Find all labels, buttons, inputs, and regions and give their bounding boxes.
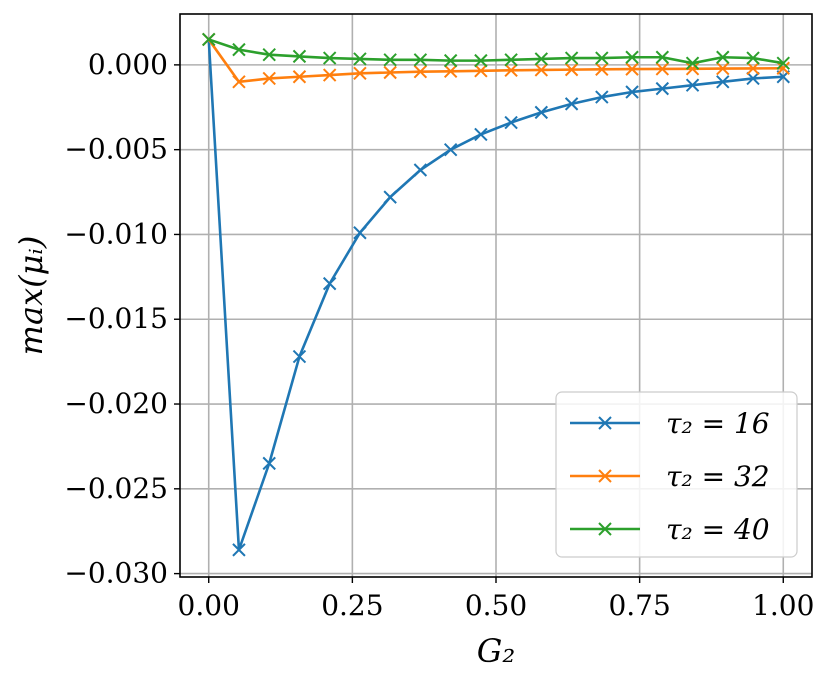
data-point-marker [383,65,397,80]
data-point-marker [625,85,639,99]
data-point-marker [292,349,307,364]
x-tick-label: 0.00 [178,589,240,622]
legend-box [555,391,798,558]
data-point-marker [564,97,579,111]
data-point-marker [322,68,337,82]
legend-items: τ₂ = 16 τ₂ = 32 τ₂ = 40 [570,407,770,546]
y-axis-label: max(μᵢ) [12,236,50,356]
data-point-marker [776,56,790,70]
data-point-marker [655,50,670,64]
legend-entry: τ₂ = 40 [570,513,770,546]
data-point-marker [383,53,397,67]
legend-label: τ₂ = 32 [666,460,770,493]
series-3 [202,32,790,70]
data-point-marker [685,78,700,92]
data-point-marker [655,62,670,76]
y-tick-label: 0.000 [88,48,168,81]
data-point-marker [443,53,458,68]
data-point-marker [322,51,337,65]
y-tick-label: −0.030 [64,557,168,590]
data-point-marker [413,163,428,177]
data-point-marker [443,142,458,157]
data-point-marker [534,105,549,120]
legend-label: τ₂ = 16 [666,407,770,440]
data-point-marker [564,62,579,77]
data-point-marker [443,64,458,79]
data-point-marker [474,53,488,68]
y-tick-label: −0.010 [64,217,168,250]
data-point-marker [413,64,428,79]
data-point-marker [232,543,246,557]
series-line [207,39,784,552]
series-line [208,38,784,65]
data-point-marker [595,62,609,76]
y-tick-label: −0.020 [64,387,168,420]
data-point-marker [716,61,730,76]
data-point-marker [746,71,760,86]
data-point-marker [262,47,276,62]
legend-marker [598,416,612,430]
data-point-marker [534,63,549,77]
x-tick-label: 1.00 [752,589,814,622]
data-point-marker [474,127,488,142]
data-point-marker [262,456,276,471]
x-axis-label: G₂ [477,632,515,670]
data-point-marker [262,71,276,86]
data-point-marker [655,81,670,96]
legend-marker [598,522,612,536]
data-point-marker [232,75,246,89]
data-point-marker [625,62,639,76]
data-point-marker [685,56,700,70]
data-point-marker [504,115,518,130]
x-tick-label: 0.50 [465,589,527,622]
data-point-marker [353,66,367,81]
data-point-marker [746,51,760,65]
data-point-marker [776,61,790,75]
data-point-marker [353,226,367,240]
data-point-marker [413,53,428,67]
x-tick-label: 0.25 [321,589,383,622]
data-point-marker [474,64,488,78]
data-point-marker [716,50,730,64]
data-point-marker [595,51,609,65]
y-tick-label: −0.015 [64,302,168,335]
data-point-marker [292,49,307,64]
series-layer [202,32,790,557]
data-point-marker [625,50,639,64]
data-point-marker [746,61,760,76]
data-point-marker [383,190,397,204]
legend-entry: τ₂ = 16 [570,407,770,440]
data-point-marker [504,53,518,67]
data-point-marker [564,51,579,65]
data-point-marker [504,63,518,78]
legend-label: τ₂ = 40 [666,513,770,546]
data-point-marker [685,62,700,76]
data-point-marker [232,42,246,57]
y-tick-label: −0.025 [64,472,168,505]
data-point-marker [202,32,216,47]
legend: τ₂ = 16 τ₂ = 32 τ₂ = 40 [555,391,798,558]
data-point-marker [716,75,730,89]
data-point-marker [322,276,337,291]
ticks: 0.00 0.25 0.50 0.75 1.00 0.000 −0.005 −0.010 −0.… [64,48,814,622]
legend-entry: τ₂ = 32 [570,460,770,493]
data-point-marker [595,90,609,104]
x-tick-label: 0.75 [608,589,670,622]
data-point-marker [292,70,307,84]
data-point-marker [534,52,549,66]
y-tick-label: −0.005 [64,133,168,166]
legend-marker [598,469,612,483]
data-point-marker [353,52,367,66]
